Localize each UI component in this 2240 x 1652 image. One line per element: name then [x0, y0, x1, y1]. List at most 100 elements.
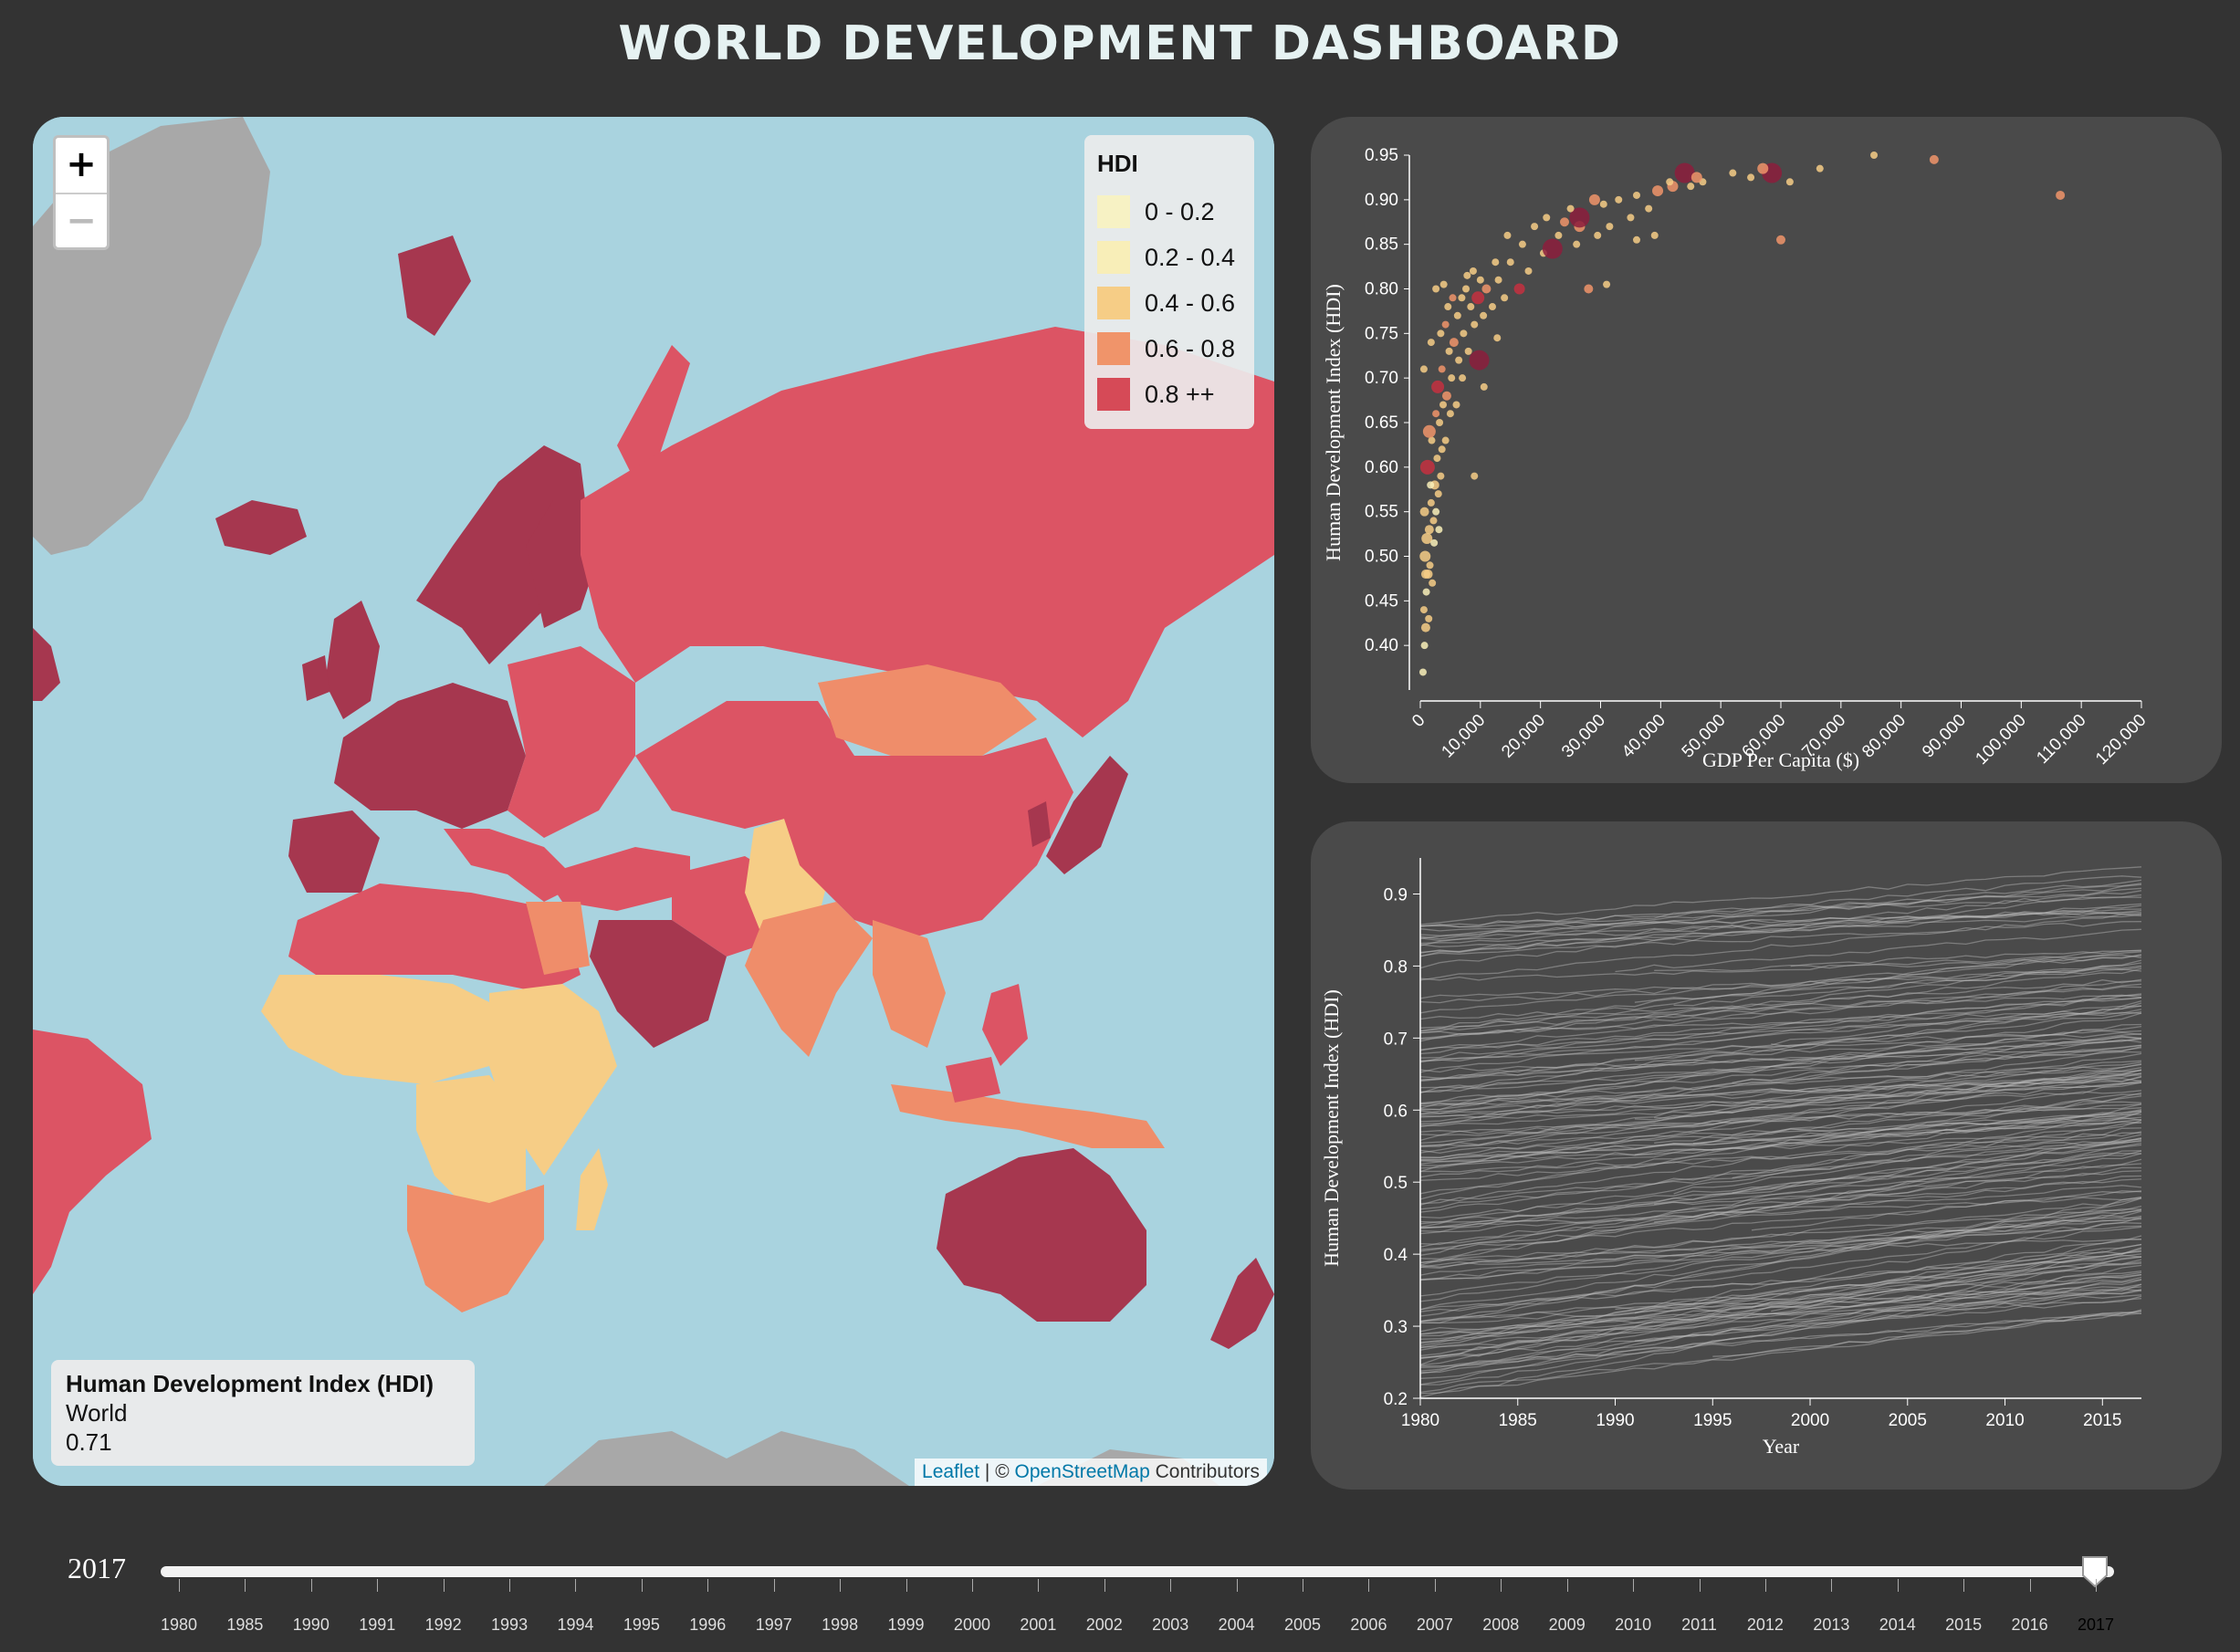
- hdi-series-line: [1419, 1244, 2142, 1358]
- scatter-point: [1501, 294, 1509, 302]
- country-italy-balkans[interactable]: [444, 829, 581, 902]
- country-china[interactable]: [781, 737, 1073, 938]
- country-south-america[interactable]: [33, 1030, 152, 1294]
- openstreetmap-link[interactable]: OpenStreetMap: [1014, 1461, 1150, 1482]
- slider-year-label[interactable]: 1992: [424, 1615, 462, 1634]
- slider-year-label[interactable]: 2010: [1615, 1615, 1652, 1634]
- slider-year-label[interactable]: 2015: [1945, 1615, 1983, 1634]
- slider-year-label[interactable]: 1994: [557, 1615, 594, 1634]
- slider-year-label[interactable]: 1995: [623, 1615, 660, 1634]
- country-turkey[interactable]: [544, 847, 690, 911]
- country-iceland[interactable]: [215, 500, 307, 555]
- y-tick-label: 0.2: [1384, 1390, 1408, 1409]
- country-southeast-asia[interactable]: [873, 920, 946, 1048]
- hdi-series-line: [1419, 980, 2142, 1051]
- hdi-series-line: [1419, 967, 2142, 1040]
- country-north-africa[interactable]: [288, 884, 581, 993]
- slider-year-label[interactable]: 2009: [1548, 1615, 1586, 1634]
- slider-year-label[interactable]: 2014: [1879, 1615, 1916, 1634]
- country-philippines[interactable]: [982, 984, 1028, 1066]
- slider-year-label[interactable]: 2007: [1416, 1615, 1453, 1634]
- hdi-series-line: [1419, 1239, 2142, 1268]
- slider-year-label[interactable]: 2001: [1020, 1615, 1057, 1634]
- country-north-america-edge[interactable]: [33, 628, 60, 701]
- hdi-series-line: [1419, 1271, 2142, 1374]
- slider-year-label[interactable]: 2000: [953, 1615, 990, 1634]
- scatter-point: [1432, 410, 1440, 418]
- country-iberia[interactable]: [288, 810, 380, 893]
- country-central-africa[interactable]: [416, 1075, 526, 1212]
- country-mongolia[interactable]: [818, 664, 1037, 756]
- scatter-point: [1459, 374, 1467, 382]
- leaflet-link[interactable]: Leaflet: [922, 1461, 980, 1482]
- country-southern-africa[interactable]: [407, 1185, 544, 1312]
- hdi-series-line: [1419, 965, 2142, 1004]
- scatter-point: [1419, 459, 1435, 475]
- country-eastern-europe[interactable]: [508, 646, 635, 838]
- slider-year-label[interactable]: 2008: [1482, 1615, 1520, 1634]
- slider-year-label[interactable]: 2012: [1746, 1615, 1784, 1634]
- country-india[interactable]: [745, 902, 873, 1057]
- scatter-point: [1431, 380, 1445, 393]
- country-egypt[interactable]: [526, 902, 590, 975]
- slider-year-label[interactable]: 1996: [689, 1615, 727, 1634]
- hdi-series-line: [1419, 1279, 2142, 1368]
- slider-year-label[interactable]: 2011: [1681, 1615, 1717, 1634]
- country-madagascar[interactable]: [576, 1148, 608, 1230]
- hdi-series-line: [1712, 1309, 2142, 1357]
- country-russia[interactable]: [581, 327, 1274, 737]
- hdi-over-time-line-chart[interactable]: 0.2 0.3 0.4 0.5 0.6 0.7 0.8 0.9 1980 1985 1990 1995…: [1311, 821, 2222, 1490]
- country-malaysia[interactable]: [946, 1057, 1000, 1103]
- hdi-series-line: [1732, 1067, 2142, 1084]
- slider-year-label[interactable]: 1997: [755, 1615, 792, 1634]
- slider-year-label[interactable]: 1999: [887, 1615, 925, 1634]
- hdi-series-line: [1419, 1210, 2142, 1297]
- country-uk[interactable]: [325, 601, 380, 719]
- map-panel[interactable]: + − HDI 0 - 0.2 0.2 - 0.4 0.4 - 0.6 0.6 …: [33, 117, 1274, 1486]
- scatter-point: [1435, 526, 1443, 534]
- legend-label: 0 - 0.2: [1145, 197, 1215, 225]
- zoom-out-button[interactable]: −: [56, 193, 107, 247]
- hdi-series-line: [1771, 1031, 2142, 1048]
- country-saudi-arabia[interactable]: [590, 920, 727, 1048]
- slider-year-label[interactable]: 2004: [1218, 1615, 1255, 1634]
- country-west-africa[interactable]: [261, 975, 508, 1084]
- slider-tick-mark: [1764, 1579, 1766, 1592]
- country-western-europe[interactable]: [334, 683, 526, 829]
- country-scandinavia[interactable]: [416, 445, 590, 664]
- hdi-series-line: [1419, 1010, 2142, 1082]
- slider-year-label[interactable]: 1990: [292, 1615, 330, 1634]
- slider-year-label[interactable]: 2016: [2011, 1615, 2048, 1634]
- country-japan[interactable]: [1046, 756, 1128, 874]
- slider-year-label[interactable]: 1998: [822, 1615, 859, 1634]
- year-slider-handle[interactable]: [2081, 1555, 2109, 1588]
- slider-year-label[interactable]: 2005: [1284, 1615, 1322, 1634]
- country-antarctica[interactable]: [544, 1431, 909, 1486]
- slider-year-label[interactable]: 1985: [226, 1615, 264, 1634]
- slider-year-label[interactable]: 2003: [1152, 1615, 1189, 1634]
- hdi-series-line: [1419, 1215, 2142, 1276]
- zoom-in-button[interactable]: +: [66, 143, 97, 185]
- world-choropleth-map[interactable]: [33, 117, 1274, 1486]
- hdi-vs-gdp-scatter[interactable]: 0.40 0.45 0.50 0.55 0.60 0.65 0.70 0.75 0.80 0.85…: [1311, 117, 2222, 783]
- slider-year-label[interactable]: 1993: [491, 1615, 529, 1634]
- country-svalbard[interactable]: [398, 235, 471, 336]
- slider-year-label[interactable]: 2013: [1813, 1615, 1850, 1634]
- slider-year-label[interactable]: 2006: [1350, 1615, 1387, 1634]
- slider-tick-mark: [1104, 1579, 1105, 1592]
- year-slider-track[interactable]: [161, 1566, 2114, 1577]
- y-tick-label: 0.70: [1365, 369, 1398, 388]
- hdi-series-line: [1419, 1256, 2142, 1385]
- hdi-series-line: [1419, 1250, 2142, 1365]
- slider-year-label[interactable]: 1980: [160, 1615, 198, 1634]
- country-australia[interactable]: [937, 1148, 1146, 1322]
- hdi-series-line: [1419, 1074, 2142, 1106]
- slider-year-label[interactable]: 2002: [1085, 1615, 1123, 1634]
- country-ireland[interactable]: [302, 655, 330, 701]
- country-new-zealand[interactable]: [1210, 1258, 1274, 1349]
- slider-year-label[interactable]: 2017: [2077, 1615, 2115, 1634]
- country-novaya-zemlya[interactable]: [617, 345, 690, 482]
- slider-year-label[interactable]: 1991: [359, 1615, 396, 1634]
- country-korea[interactable]: [1028, 801, 1051, 847]
- scatter-point: [1674, 162, 1695, 183]
